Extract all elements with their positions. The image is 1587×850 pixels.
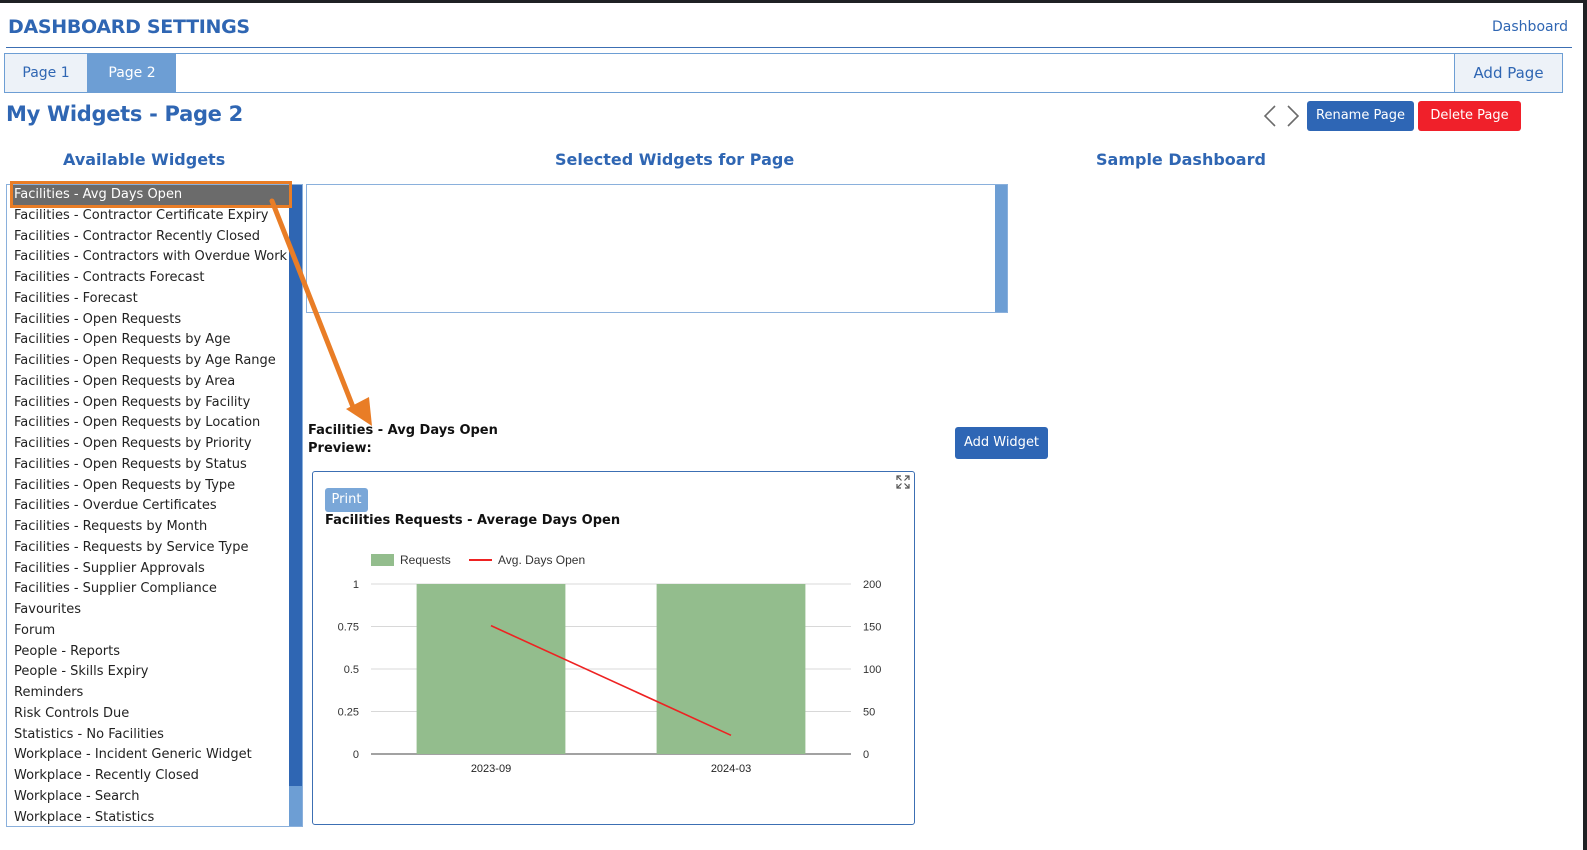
rename-page-button[interactable]: Rename Page [1307,101,1414,131]
dashboard-link[interactable]: Dashboard [1492,19,1568,35]
list-item[interactable]: Workplace - Incident Generic Widget [14,747,252,763]
legend-swatch-requests [371,554,394,566]
print-button[interactable]: Print [325,488,368,512]
list-item[interactable]: Facilities - Requests by Month [14,519,208,534]
y-right-tick-label: 50 [863,707,875,719]
chart-title: Facilities Requests - Average Days Open [325,513,621,528]
legend-label: Requests [400,553,451,567]
list-item[interactable]: Facilities - Open Requests by Age [14,332,231,348]
available-list-scroll-thumb[interactable] [289,786,302,826]
list-item[interactable]: Facilities - Supplier Compliance [14,581,217,597]
available-widgets-list[interactable]: Facilities - Avg Days Open Facilities - C… [6,184,303,827]
selected-widgets-heading: Selected Widgets for Page [555,150,795,169]
chevron-left-icon[interactable] [1262,104,1278,128]
y-left-tick-label: 0.75 [338,622,359,634]
list-item[interactable]: Facilities - Open Requests by Age Range [14,353,276,368]
selected-list-scrollbar[interactable] [995,185,1007,312]
preview-widget-name: Facilities - Avg Days Open [308,423,498,438]
settings-header: DASHBOARD SETTINGS Dashboard [6,12,1572,48]
list-item[interactable]: Facilities - Requests by Service Type [14,539,249,555]
y-left-tick-label: 0.5 [344,664,359,676]
y-right-tick-label: 200 [863,579,881,591]
y-right-tick-label: 0 [863,749,869,761]
list-item[interactable]: Facilities - Open Requests by Facility [14,394,251,410]
add-widget-button[interactable]: Add Widget [955,427,1048,459]
x-tick-label: 2024-03 [711,763,751,775]
sample-dashboard-heading: Sample Dashboard [1096,150,1266,169]
list-item[interactable]: Facilities - Open Requests by Location [14,415,261,431]
list-item[interactable]: Facilities - Avg Days Open [12,185,292,205]
selected-widgets-list[interactable] [306,184,1008,313]
add-page-button[interactable]: Add Page [1454,54,1562,92]
list-item[interactable]: Facilities - Open Requests by Status [14,456,247,472]
list-item[interactable]: Workplace - Statistics [14,809,155,825]
list-item[interactable]: Facilities - Open Requests by Area [14,373,236,389]
window-top-border [0,0,1587,3]
y-right-tick-label: 100 [863,664,881,676]
y-left-tick-label: 0 [353,749,359,761]
y-left-tick-label: 0.25 [338,707,359,719]
list-item[interactable]: Facilities - Open Requests by Type [14,477,236,493]
bar [416,584,566,754]
list-item[interactable]: People - Reports [14,643,121,659]
y-right-tick-label: 150 [863,622,881,634]
selection-highlight-outline [10,181,292,208]
list-item[interactable]: Facilities - Open Requests by Priority [14,436,252,451]
available-widgets-heading: Available Widgets [63,150,226,169]
list-item[interactable]: Reminders [14,685,84,700]
list-item[interactable]: Facilities - Overdue Certificates [14,498,217,514]
list-item[interactable]: Facilities - Contractors with Overdue Wo… [14,249,288,265]
window-right-border [1583,0,1587,850]
bar [656,584,806,754]
list-item[interactable]: Facilities - Contractor Certificate Expi… [14,207,269,223]
list-item[interactable]: Facilities - Contracts Forecast [14,270,205,285]
delete-page-button[interactable]: Delete Page [1418,101,1521,131]
list-item[interactable]: Facilities - Forecast [14,290,138,306]
preview-label: Preview: [308,441,372,456]
page-title: DASHBOARD SETTINGS [8,16,250,38]
list-item[interactable]: Workplace - Search [14,788,140,804]
x-tick-label: 2023-09 [471,763,511,775]
list-item[interactable]: Statistics - No Facilities [14,726,164,742]
list-item[interactable]: Risk Controls Due [14,705,130,721]
list-item[interactable]: Facilities - Supplier Approvals [14,560,205,576]
available-list-scrollbar[interactable] [289,185,302,826]
list-item[interactable]: Facilities - Contractor Recently Closed [14,228,261,244]
y-left-tick-label: 1 [353,579,359,591]
widgets-page-heading: My Widgets - Page 2 [6,102,243,126]
widget-preview-panel: 0 0.25 0.5 0.75 1 0 50 100 150 200 2023-09 2024-03 R… [312,471,915,825]
series-line [490,624,732,737]
list-item[interactable]: People - Skills Expiry [14,664,149,680]
expand-icon[interactable] [896,475,910,489]
list-item[interactable]: Facilities - Open Requests [14,311,182,327]
page-tab-bar: Page 1 Page 2 Add Page [4,53,1563,93]
list-item[interactable]: Favourites [14,602,81,617]
tab-page-1[interactable]: Page 1 [4,54,88,92]
tab-page-2[interactable]: Page 2 [88,54,176,92]
list-item[interactable]: Workplace - Recently Closed [14,768,199,783]
avg-days-open-chart: 0 0.25 0.5 0.75 1 0 50 100 150 200 2023-09 2024-03 R… [338,553,882,775]
chevron-right-icon[interactable] [1285,104,1301,128]
legend-label: Avg. Days Open [498,553,585,567]
list-item[interactable]: Forum [14,622,56,638]
